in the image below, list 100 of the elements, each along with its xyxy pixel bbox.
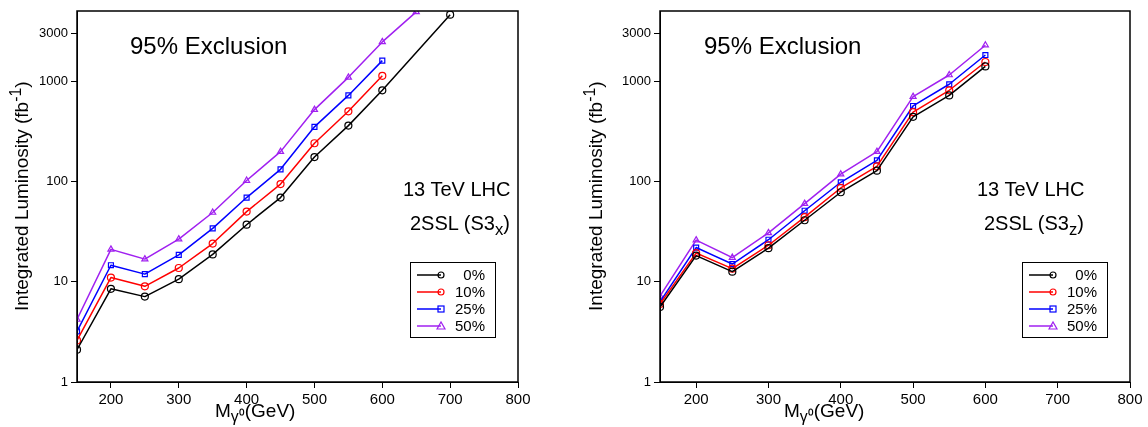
x-tick-label: 800 [1117, 390, 1143, 408]
point [344, 73, 353, 80]
point [310, 139, 319, 148]
y-tick-label: 1000 [622, 72, 651, 88]
point [141, 255, 149, 262]
point [242, 220, 251, 229]
point [277, 166, 284, 173]
legend-label: 10% [453, 283, 486, 300]
point [378, 37, 386, 45]
point [836, 188, 845, 197]
point [908, 112, 918, 121]
y-tick-label: 3000 [622, 24, 651, 40]
point [945, 70, 953, 78]
point [910, 102, 917, 110]
legend-label: 50% [453, 317, 486, 334]
point [728, 253, 736, 260]
point [243, 194, 250, 201]
point [908, 108, 918, 117]
annotation: 2SSL (S3$_{z}$) [984, 212, 1084, 240]
point [873, 157, 880, 164]
annotation: 13 TeV LHC [403, 178, 511, 201]
x-tick-label: 600 [369, 390, 395, 408]
legend-label: 0% [1074, 266, 1098, 283]
point [836, 183, 845, 193]
y-tick-label: 100 [629, 172, 651, 188]
annotation: 13 TeV LHC [977, 178, 1085, 201]
point [107, 245, 115, 252]
point [764, 228, 773, 236]
x-tick-label: 300 [166, 390, 192, 408]
point [140, 282, 149, 291]
legend-label: 0% [462, 266, 486, 283]
legend-label: 25% [1065, 300, 1098, 317]
point [801, 207, 808, 214]
y-tick-label: 1 [643, 373, 651, 389]
point [872, 162, 882, 171]
annotation: 95% Exclusion [130, 32, 288, 60]
point [378, 71, 387, 80]
y-tick-label: 10 [636, 273, 651, 289]
point [800, 199, 809, 207]
point [242, 176, 251, 183]
x-tick-label: 200 [98, 390, 124, 408]
point [208, 250, 217, 259]
point [106, 273, 116, 282]
y-tick-label: 1000 [39, 72, 68, 88]
point [141, 271, 148, 278]
x-tick-label: 600 [972, 390, 998, 408]
point [106, 284, 116, 293]
x-tick-label: 700 [1045, 390, 1071, 408]
annotation: 95% Exclusion [704, 32, 862, 60]
y-tick-label: 100 [46, 172, 68, 188]
point [311, 123, 318, 130]
x-tick-label: 200 [683, 390, 709, 408]
x-tick-label: 700 [437, 390, 463, 408]
point [872, 166, 882, 175]
point [208, 239, 217, 248]
point [379, 57, 386, 64]
point [242, 207, 251, 216]
point [982, 51, 989, 59]
point [276, 147, 285, 154]
point [175, 234, 183, 242]
x-tick-label: 800 [505, 390, 531, 408]
point [981, 57, 990, 67]
point [945, 86, 954, 95]
legend-label: 25% [453, 300, 486, 317]
legend-label: 10% [1065, 283, 1098, 300]
point [140, 292, 149, 301]
point [209, 225, 216, 232]
point [693, 244, 700, 251]
point [276, 193, 285, 202]
point [837, 170, 845, 177]
point [446, 11, 455, 19]
point [765, 236, 772, 243]
annotation: 2SSL (S3$_{x}$) [410, 212, 510, 240]
point [107, 262, 114, 269]
point [946, 81, 953, 88]
point [174, 275, 183, 284]
point [729, 260, 736, 268]
point [981, 62, 990, 71]
legend-label: 50% [1065, 317, 1098, 334]
point [692, 235, 700, 243]
point [945, 91, 954, 100]
point [909, 92, 917, 99]
point [209, 208, 217, 215]
point [981, 41, 990, 48]
point [873, 147, 881, 154]
y-tick-label: 3000 [39, 24, 68, 40]
point [837, 179, 844, 186]
point [378, 86, 387, 95]
point [174, 263, 183, 273]
point [344, 121, 353, 130]
x-tick-label: 500 [301, 390, 327, 408]
point [344, 107, 353, 116]
y-tick-label: 10 [53, 273, 68, 289]
x-tick-label: 300 [755, 390, 781, 408]
point [310, 152, 319, 162]
point [175, 251, 182, 258]
point [310, 105, 319, 112]
y-tick-label: 1 [60, 373, 68, 389]
point [276, 180, 285, 189]
x-tick-label: 500 [900, 390, 926, 408]
